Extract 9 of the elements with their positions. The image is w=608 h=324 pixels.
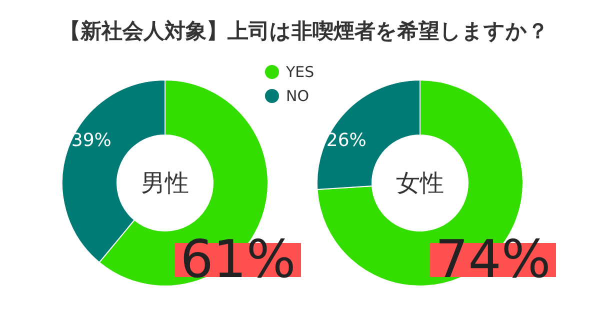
text: 男性 [141, 169, 189, 197]
text: 女性 [396, 169, 444, 197]
legend-label: YES [285, 63, 314, 81]
data-label: 74% [435, 230, 551, 290]
chart-title: 【新社会人対象】上司は非喫煙者を希望しますか？ [60, 19, 548, 43]
data-label: 26% [326, 130, 366, 151]
data-label: 39% [71, 130, 112, 151]
data-label: 61% [180, 230, 296, 290]
legend-label: NO [286, 87, 310, 105]
